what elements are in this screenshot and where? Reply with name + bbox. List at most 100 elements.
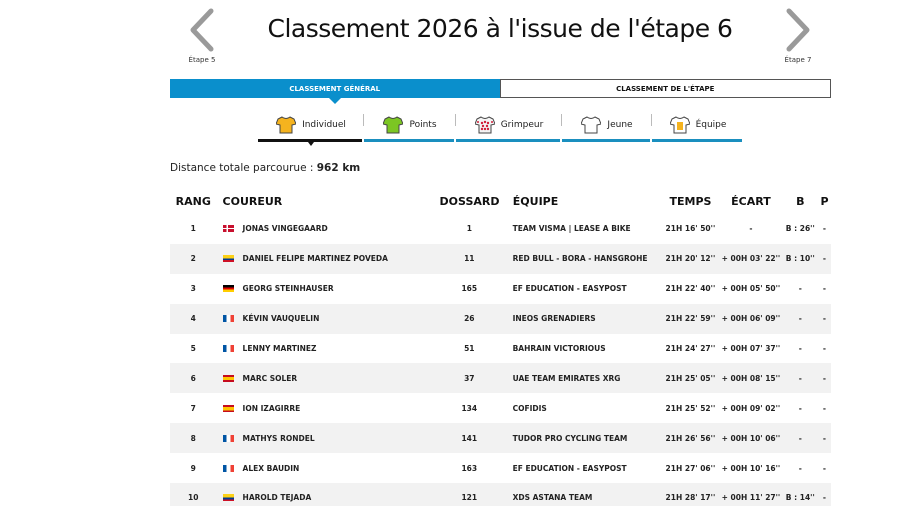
polka-dot-jersey-icon	[474, 116, 495, 134]
active-caret-icon	[308, 142, 314, 146]
team-name[interactable]: TUDOR PRO CYCLING TEAM	[512, 433, 628, 443]
gap: + 00H 10' 06''	[721, 433, 781, 443]
team-name[interactable]: BAHRAIN VICTORIOUS	[512, 344, 606, 353]
rider-name[interactable]: ALEX BAUDIN	[242, 463, 300, 473]
team-name[interactable]: XDS ASTANA TEAM	[512, 493, 593, 503]
flag-de-icon	[222, 285, 234, 293]
bonus: B : 14''	[785, 493, 815, 503]
distance-value: 962 km	[316, 162, 361, 174]
rider[interactable]: MARC SOLER	[217, 374, 426, 383]
rider-name[interactable]: LENNY MARTINEZ	[242, 344, 317, 353]
time: 21H 24' 27''	[665, 344, 716, 353]
bib-number: 1	[466, 224, 472, 234]
rider-name[interactable]: GEORG STEINHAUSER	[242, 284, 334, 294]
flag-co-icon	[222, 255, 234, 263]
tab-classement-etape[interactable]: CLASSEMENT DE L'ÉTAPE	[499, 79, 831, 98]
table-row[interactable]: 9 ALEX BAUDIN 163 EF EDUCATION - EASYPOS…	[170, 453, 831, 483]
rank: 10	[188, 493, 199, 503]
table-header: RANG COUREUR DOSSARD ÉQUIPE TEMPS ÉCART …	[170, 192, 831, 210]
table-row[interactable]: 3 GEORG STEINHAUSER 165 EF EDUCATION - E…	[170, 274, 831, 304]
total-distance: Distance totale parcourue : 962 km	[170, 162, 360, 174]
divider	[561, 114, 562, 126]
bonus: -	[798, 284, 802, 294]
bib-number: 141	[461, 433, 478, 443]
table-row[interactable]: 10 HAROLD TEJADA 121 XDS ASTANA TEAM 21H…	[170, 483, 831, 506]
rider[interactable]: GEORG STEINHAUSER	[217, 284, 426, 293]
bib-number: 165	[461, 284, 478, 294]
subtab-individuel[interactable]: Individuel	[258, 108, 364, 146]
table-row[interactable]: 6 MARC SOLER 37 UAE TEAM EMIRATES XRG 21…	[170, 363, 831, 394]
rank: 7	[190, 403, 196, 413]
rank: 6	[190, 373, 196, 383]
penalty: -	[822, 284, 827, 294]
rider-name[interactable]: HAROLD TEJADA	[242, 493, 312, 503]
rider[interactable]: ION IZAGIRRE	[217, 404, 426, 413]
flag-dk-icon	[222, 225, 234, 233]
chevron-left-icon	[190, 8, 214, 52]
team-name[interactable]: EF EDUCATION - EASYPOST	[512, 463, 627, 473]
col-p: P	[820, 194, 829, 208]
tab-classement-general[interactable]: CLASSEMENT GÉNÉRAL	[170, 79, 500, 104]
table-row[interactable]: 7 ION IZAGIRRE 134 COFIDIS 21H 25' 52'' …	[170, 393, 831, 423]
subtab-grimpeur[interactable]: Grimpeur	[456, 108, 562, 142]
classification-tabs: CLASSEMENT GÉNÉRAL CLASSEMENT DE L'ÉTAPE	[170, 79, 831, 104]
bib-number: 26	[464, 314, 475, 324]
col-coureur: COUREUR	[222, 194, 283, 208]
bonus: -	[798, 463, 802, 473]
tab-label: CLASSEMENT DE L'ÉTAPE	[616, 84, 715, 93]
subtab-label: Équipe	[695, 120, 727, 130]
rank: 5	[190, 344, 196, 353]
rank: 8	[190, 433, 196, 443]
table-row[interactable]: 5 LENNY MARTINEZ 51 BAHRAIN VICTORIOUS 2…	[170, 334, 831, 364]
next-stage-label: Étape 7	[784, 56, 812, 64]
team-name[interactable]: INEOS GRENADIERS	[512, 314, 596, 324]
chevron-right-icon	[786, 8, 810, 52]
previous-stage-button[interactable]: Étape 5	[172, 8, 232, 64]
gap: + 00H 05' 50''	[721, 284, 781, 294]
table-row[interactable]: 1 JONAS VINGEGAARD 1 TEAM VISMA | LEASE …	[170, 214, 831, 244]
time: 21H 25' 05''	[665, 373, 716, 383]
subtab-jeune[interactable]: Jeune	[562, 108, 652, 142]
rider-name[interactable]: JONAS VINGEGAARD	[242, 224, 328, 234]
rider-name[interactable]: KÉVIN VAUQUELIN	[242, 314, 320, 324]
col-rang: RANG	[175, 194, 211, 208]
bib-number: 37	[464, 373, 475, 383]
time: 21H 22' 40''	[665, 284, 716, 294]
bib-number: 163	[461, 463, 478, 473]
table-row[interactable]: 2 DANIEL FELIPE MARTINEZ POVEDA 11 RED B…	[170, 243, 831, 274]
rider[interactable]: HAROLD TEJADA	[217, 493, 426, 502]
distance-label: Distance totale parcourue :	[170, 162, 317, 174]
team-name[interactable]: RED BULL - BORA - HANSGROHE	[512, 254, 648, 264]
rider-name[interactable]: DANIEL FELIPE MARTINEZ POVEDA	[242, 254, 388, 264]
penalty: -	[822, 373, 827, 383]
bonus: B : 26''	[785, 224, 815, 234]
rider[interactable]: JONAS VINGEGAARD	[217, 224, 426, 233]
gap: + 00H 07' 37''	[721, 344, 781, 353]
rider[interactable]: LENNY MARTINEZ	[217, 344, 426, 353]
subtab-equipe[interactable]: Équipe	[652, 108, 744, 142]
team-name[interactable]: COFIDIS	[512, 403, 547, 413]
bib-number: 11	[464, 254, 475, 264]
bonus: -	[798, 403, 802, 413]
flag-fr-icon	[222, 464, 234, 472]
rider[interactable]: MATHYS RONDEL	[217, 434, 426, 443]
team-name[interactable]: TEAM VISMA | LEASE A BIKE	[512, 224, 631, 234]
penalty: -	[822, 403, 827, 413]
rider[interactable]: KÉVIN VAUQUELIN	[217, 314, 426, 323]
table-row[interactable]: 8 MATHYS RONDEL 141 TUDOR PRO CYCLING TE…	[170, 423, 831, 454]
time: 21H 22' 59''	[665, 314, 716, 324]
penalty: -	[822, 254, 827, 264]
rider-name[interactable]: ION IZAGIRRE	[242, 403, 301, 413]
table-row[interactable]: 4 KÉVIN VAUQUELIN 26 INEOS GRENADIERS 21…	[170, 303, 831, 334]
rider[interactable]: DANIEL FELIPE MARTINEZ POVEDA	[217, 254, 426, 263]
team-name[interactable]: UAE TEAM EMIRATES XRG	[512, 373, 621, 383]
rider[interactable]: ALEX BAUDIN	[217, 464, 426, 473]
rank: 1	[190, 224, 196, 234]
rider-name[interactable]: MARC SOLER	[242, 373, 298, 383]
underline	[652, 139, 742, 142]
team-name[interactable]: EF EDUCATION - EASYPOST	[512, 284, 627, 294]
next-stage-button[interactable]: Étape 7	[768, 8, 828, 64]
rider-name[interactable]: MATHYS RONDEL	[242, 433, 315, 443]
subtab-points[interactable]: Points	[364, 108, 456, 142]
gap: + 00H 10' 16''	[721, 463, 781, 473]
